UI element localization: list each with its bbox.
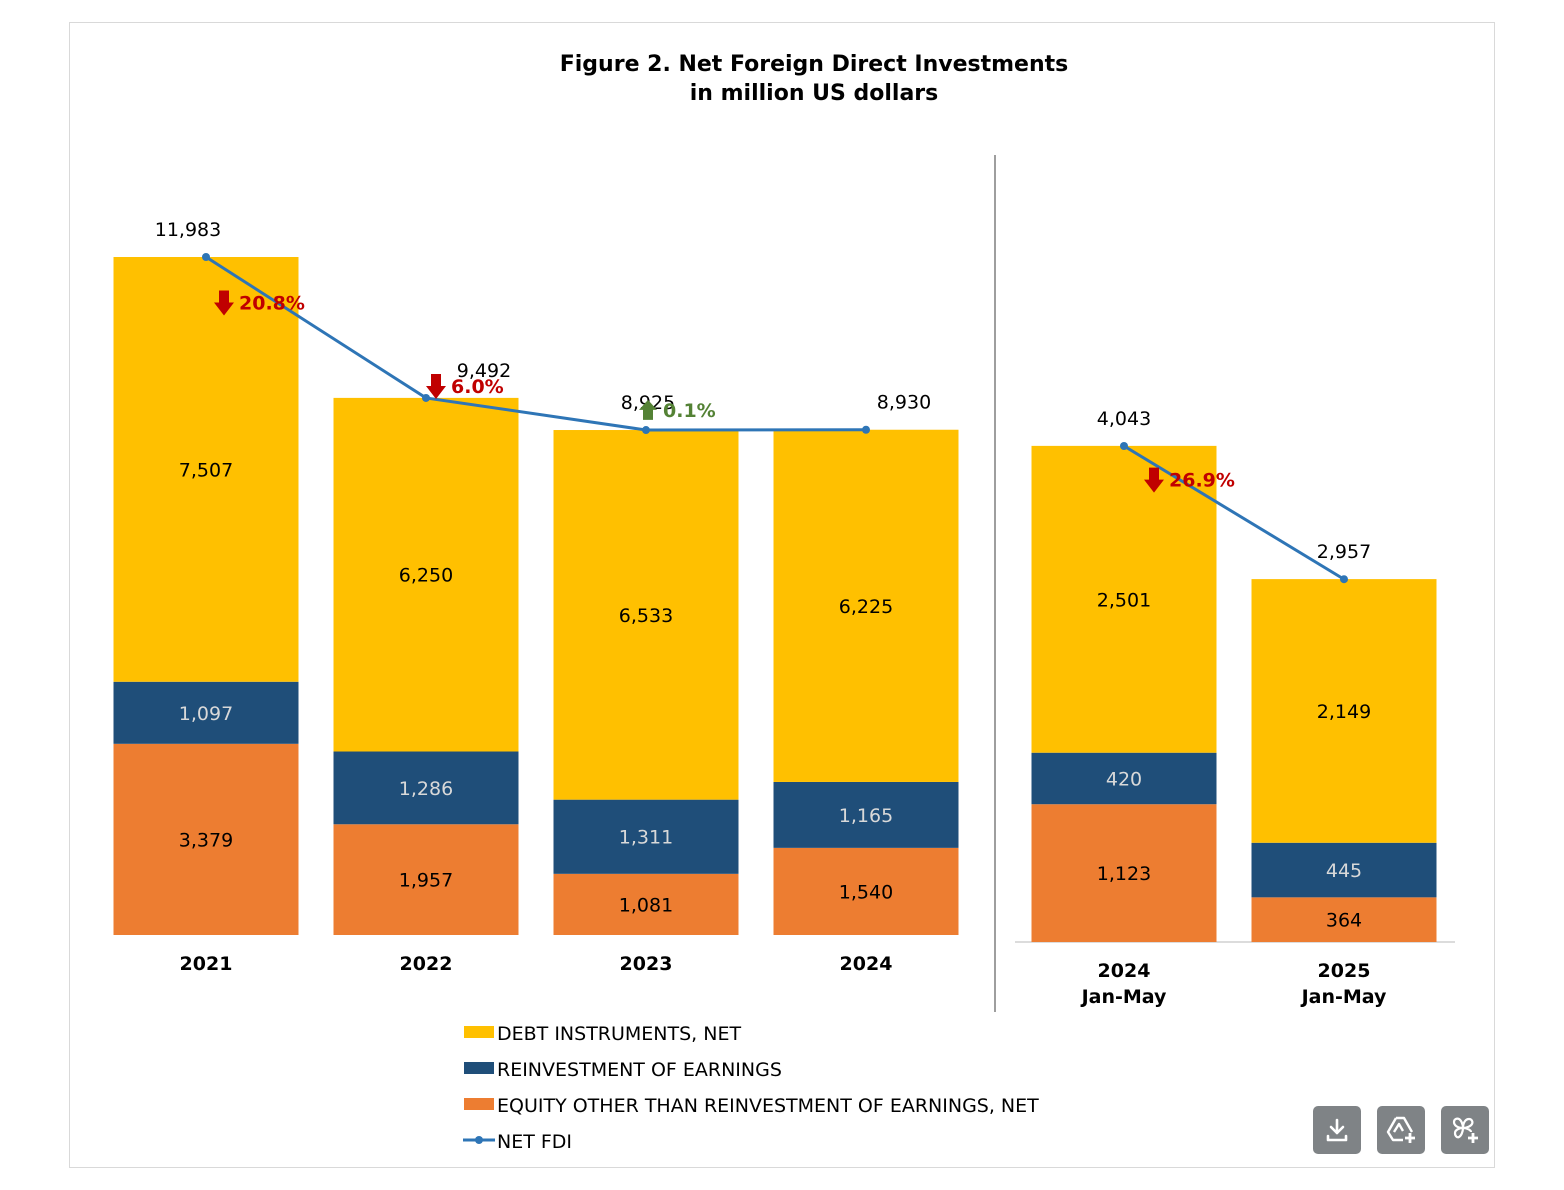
data-label-reinvestment: 445 xyxy=(1326,860,1362,882)
data-label-equity: 3,379 xyxy=(179,829,233,851)
data-label-debt: 7,507 xyxy=(179,459,233,481)
data-label-equity: 1,123 xyxy=(1097,863,1151,885)
download-button[interactable] xyxy=(1313,1106,1361,1154)
data-label-reinvestment: 420 xyxy=(1106,768,1142,790)
legend-line-marker xyxy=(475,1136,483,1144)
bar-reinvestment xyxy=(333,751,519,825)
legend-label: DEBT INSTRUMENTS, NET xyxy=(497,1023,741,1045)
bar-equity xyxy=(553,873,739,935)
add-to-drive-icon xyxy=(1386,1116,1415,1143)
bar-equity xyxy=(1031,804,1217,942)
net-fdi-line xyxy=(205,255,867,432)
bar-equity xyxy=(1251,897,1437,942)
data-label-debt: 6,533 xyxy=(619,605,673,627)
data-label-equity: 1,957 xyxy=(399,870,453,892)
change-annotation: 20.8% xyxy=(239,292,305,314)
x-tick-label: 2024 xyxy=(840,953,893,975)
net-fdi-point xyxy=(202,253,210,261)
arrow-down-icon xyxy=(426,373,446,399)
net-fdi-point xyxy=(642,426,650,435)
data-label-reinvestment: 1,286 xyxy=(399,778,453,800)
x-tick-label: 2023 xyxy=(620,953,673,975)
data-label-debt: 2,149 xyxy=(1317,701,1371,723)
bar-reinvestment xyxy=(773,781,959,848)
data-label-debt: 6,225 xyxy=(839,596,893,618)
x-tick-label: Jan-May xyxy=(1300,986,1387,1008)
chart-title-line: in million US dollars xyxy=(690,81,939,106)
x-tick-label: 2022 xyxy=(400,953,453,975)
add-to-pinwheel-icon xyxy=(1452,1117,1478,1143)
legend-label: EQUITY OTHER THAN REINVESTMENT OF EARNIN… xyxy=(497,1095,1039,1117)
legend-swatch xyxy=(464,1098,494,1110)
net-fdi-label: 8,930 xyxy=(877,392,931,414)
net-fdi-point xyxy=(1340,575,1348,584)
chart-frame xyxy=(69,22,1495,1168)
arrow-up-icon xyxy=(639,399,657,420)
bar-debt xyxy=(333,397,519,752)
bar-debt xyxy=(553,430,739,800)
x-tick-label: 2021 xyxy=(180,953,233,975)
bar-equity xyxy=(333,824,519,935)
legend-swatch xyxy=(464,1062,494,1074)
data-label-debt: 6,250 xyxy=(399,565,453,587)
bar-debt xyxy=(1251,579,1437,843)
add-to-drive-button[interactable] xyxy=(1377,1106,1425,1154)
net-fdi-label: 11,983 xyxy=(155,219,221,241)
data-label-equity: 1,081 xyxy=(619,894,673,916)
x-tick-label: 2024 xyxy=(1098,960,1151,982)
net-fdi-label: 9,492 xyxy=(457,360,511,382)
legend-label: NET FDI xyxy=(497,1131,572,1153)
bar-equity xyxy=(773,847,959,935)
x-tick-label: 2025 xyxy=(1318,960,1371,982)
bar-reinvestment xyxy=(553,799,739,874)
bar-reinvestment xyxy=(113,681,299,744)
net-fdi-line xyxy=(1123,444,1345,581)
change-annotation: 6.0% xyxy=(451,376,504,398)
data-label-equity: 364 xyxy=(1326,910,1362,932)
chart-title-line: Figure 2. Net Foreign Direct Investments xyxy=(560,52,1069,77)
net-fdi-point xyxy=(1120,442,1128,450)
legend-label: REINVESTMENT OF EARNINGS xyxy=(497,1059,782,1081)
change-annotation: 0.1% xyxy=(663,400,716,422)
net-fdi-label: 2,957 xyxy=(1317,541,1371,563)
add-to-pinwheel-button[interactable] xyxy=(1441,1106,1489,1154)
net-fdi-point xyxy=(862,425,870,434)
legend-swatch xyxy=(464,1026,494,1038)
net-fdi-label: 4,043 xyxy=(1097,408,1151,430)
bar-debt xyxy=(113,257,299,682)
x-tick-label: Jan-May xyxy=(1080,986,1167,1008)
net-fdi-point xyxy=(422,393,430,402)
bar-reinvestment xyxy=(1251,842,1437,898)
arrow-down-icon xyxy=(1144,467,1164,493)
data-label-debt: 2,501 xyxy=(1097,589,1151,611)
data-label-reinvestment: 1,311 xyxy=(619,827,673,849)
data-label-equity: 1,540 xyxy=(839,881,893,903)
bar-equity xyxy=(113,743,299,935)
bar-debt xyxy=(773,429,959,782)
bar-debt xyxy=(1031,445,1217,753)
arrow-down-icon xyxy=(214,290,234,316)
download-icon xyxy=(1326,1118,1348,1142)
bar-reinvestment xyxy=(1031,752,1217,805)
change-annotation: 26.9% xyxy=(1169,470,1235,492)
data-label-reinvestment: 1,165 xyxy=(839,805,893,827)
data-label-reinvestment: 1,097 xyxy=(179,703,233,725)
